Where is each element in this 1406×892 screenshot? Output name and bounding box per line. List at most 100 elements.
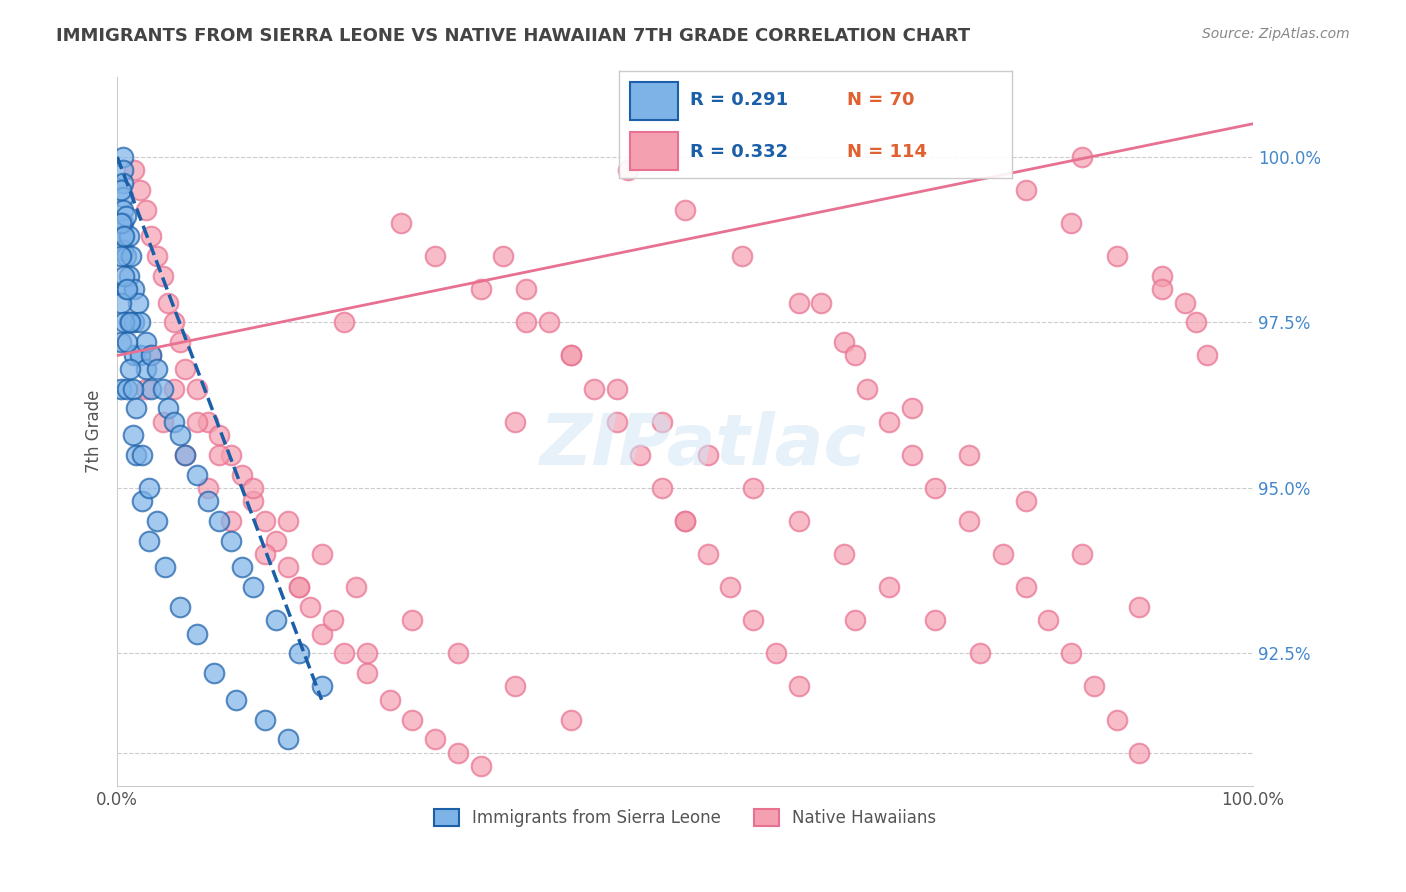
Point (174, 361, 197, 376)
Point (120, 249, 142, 263)
Point (197, 481, 219, 495)
Point (141, 349, 163, 363)
Point (174, 448, 197, 462)
Point (1128, 746, 1150, 760)
Point (111, 163, 134, 178)
Point (344, 580, 367, 594)
Point (122, 315, 145, 329)
Point (153, 560, 176, 574)
Point (787, 680, 810, 694)
Point (1105, 713, 1128, 727)
Point (111, 216, 134, 230)
Point (111, 229, 134, 244)
Point (110, 335, 132, 350)
Point (163, 315, 186, 329)
Point (1015, 580, 1038, 594)
Point (731, 249, 754, 263)
Point (125, 401, 148, 416)
Point (231, 467, 253, 482)
Point (901, 448, 924, 462)
Point (844, 613, 866, 627)
Point (924, 481, 946, 495)
Point (696, 547, 718, 561)
Point (208, 428, 231, 442)
Point (110, 382, 132, 396)
Text: R = 0.291: R = 0.291 (689, 91, 787, 109)
Point (110, 249, 132, 263)
Text: R = 0.332: R = 0.332 (689, 143, 787, 161)
Point (111, 177, 134, 191)
Point (174, 448, 197, 462)
Point (765, 646, 787, 660)
Point (219, 533, 242, 548)
Point (112, 315, 135, 329)
Point (1015, 183, 1038, 197)
Point (560, 349, 582, 363)
Point (253, 514, 276, 528)
Point (163, 382, 186, 396)
Point (115, 210, 138, 224)
Point (470, 759, 492, 773)
Point (129, 349, 152, 363)
Point (492, 249, 515, 263)
Point (186, 626, 208, 640)
Text: N = 70: N = 70 (846, 91, 914, 109)
Point (202, 666, 225, 681)
Point (742, 613, 765, 627)
Point (879, 415, 901, 429)
Point (208, 514, 231, 528)
Point (157, 295, 180, 310)
Point (253, 547, 276, 561)
Point (673, 514, 696, 528)
Point (299, 600, 322, 615)
Point (277, 560, 299, 574)
Point (135, 202, 157, 217)
Text: IMMIGRANTS FROM SIERRA LEONE VS NATIVE HAWAIIAN 7TH GRADE CORRELATION CHART: IMMIGRANTS FROM SIERRA LEONE VS NATIVE H… (56, 27, 970, 45)
Point (111, 243, 134, 257)
Point (110, 216, 132, 230)
Point (242, 481, 264, 495)
Point (1071, 150, 1094, 164)
Point (1015, 494, 1038, 508)
Point (277, 514, 299, 528)
Point (1128, 600, 1150, 615)
Point (1105, 249, 1128, 263)
Point (311, 547, 333, 561)
Point (617, 163, 640, 178)
Point (135, 335, 157, 350)
Point (197, 494, 219, 508)
Y-axis label: 7th Grade: 7th Grade (86, 390, 103, 474)
Point (146, 249, 169, 263)
Point (855, 382, 877, 396)
Point (131, 448, 153, 462)
Text: Source: ZipAtlas.com: Source: ZipAtlas.com (1202, 27, 1350, 41)
Point (117, 382, 139, 396)
Point (389, 216, 412, 230)
Point (515, 282, 537, 296)
Point (117, 282, 139, 296)
Point (696, 448, 718, 462)
Point (787, 295, 810, 310)
Point (322, 613, 344, 627)
Point (288, 580, 311, 594)
Point (470, 282, 492, 296)
Point (311, 680, 333, 694)
Point (110, 183, 132, 197)
Point (651, 415, 673, 429)
Point (169, 428, 191, 442)
Point (264, 613, 287, 627)
Point (186, 467, 208, 482)
Point (560, 713, 582, 727)
Point (1150, 268, 1173, 283)
Point (122, 282, 145, 296)
Point (117, 315, 139, 329)
Point (146, 361, 169, 376)
Point (219, 514, 242, 528)
Point (1150, 282, 1173, 296)
Point (111, 189, 134, 203)
Point (1071, 547, 1094, 561)
Point (117, 268, 139, 283)
Point (832, 547, 855, 561)
Point (651, 481, 673, 495)
Point (673, 202, 696, 217)
